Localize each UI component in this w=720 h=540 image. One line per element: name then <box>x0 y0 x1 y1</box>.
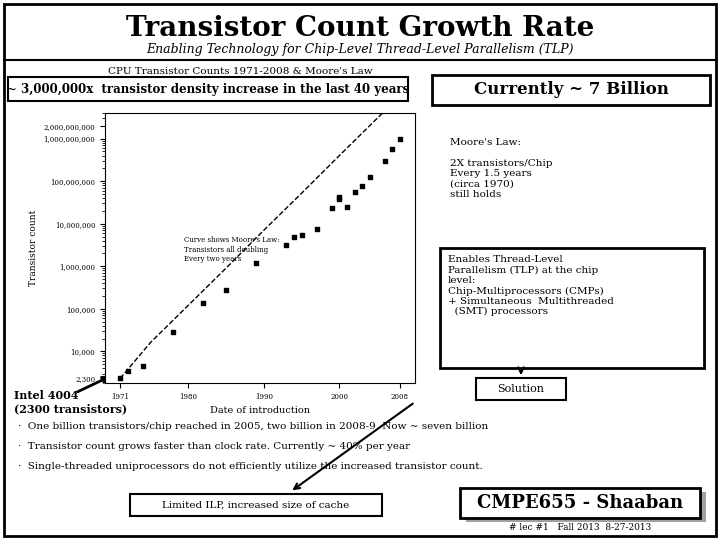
Text: CMPE655 - Shaaban: CMPE655 - Shaaban <box>477 494 683 512</box>
Point <box>220 286 232 294</box>
Point <box>364 173 375 181</box>
X-axis label: Date of introduction: Date of introduction <box>210 406 310 415</box>
Text: Curve shows Moore's Law:
Transistors all doubling
Every two years: Curve shows Moore's Law: Transistors all… <box>184 237 280 263</box>
Point <box>288 232 300 241</box>
Bar <box>8 77 408 101</box>
Point <box>296 231 307 239</box>
Text: Enables Thread-Level
Parallelism (TLP) at the chip
level:
Chip-Multiprocessors (: Enables Thread-Level Parallelism (TLP) a… <box>448 255 614 316</box>
Text: ~ 3,000,000x  transistor density increase in the last 40 years: ~ 3,000,000x transistor density increase… <box>7 83 409 96</box>
Point <box>122 367 133 375</box>
Point <box>326 203 338 212</box>
Point <box>341 202 353 211</box>
Text: ·  Transistor count grows faster than clock rate. Currently ~ 40% per year: · Transistor count grows faster than clo… <box>18 442 410 451</box>
Point <box>251 259 262 267</box>
Point <box>311 225 323 233</box>
Text: # lec #1   Fall 2013  8-27-2013: # lec #1 Fall 2013 8-27-2013 <box>509 523 651 532</box>
Point <box>356 181 368 190</box>
Bar <box>432 75 710 105</box>
Point <box>394 134 405 143</box>
Point <box>281 241 292 249</box>
Point <box>387 144 398 153</box>
Point <box>379 157 390 166</box>
Text: CPU Transistor Counts 1971-2008 & Moore's Law: CPU Transistor Counts 1971-2008 & Moore'… <box>108 68 372 77</box>
Text: Limited ILP, increased size of cache: Limited ILP, increased size of cache <box>163 501 350 510</box>
Bar <box>476 378 566 400</box>
Text: Moore's Law:

2X transistors/Chip
Every 1.5 years
(circa 1970)
still holds: Moore's Law: 2X transistors/Chip Every 1… <box>450 138 552 199</box>
Text: Currently ~ 7 Billion: Currently ~ 7 Billion <box>474 82 668 98</box>
Bar <box>130 494 382 516</box>
Bar <box>440 248 704 368</box>
Text: ·  One billion transistors/chip reached in 2005, two billion in 2008-9, Now ~ se: · One billion transistors/chip reached i… <box>18 422 488 431</box>
Point <box>348 188 360 197</box>
Point <box>333 193 345 201</box>
Y-axis label: Transistor count: Transistor count <box>29 210 38 286</box>
Text: ·  Single-threaded uniprocessors do not efficiently utilize the increased transi: · Single-threaded uniprocessors do not e… <box>18 462 482 471</box>
Text: Enabling Technology for Chip-Level Thread-Level Parallelism (TLP): Enabling Technology for Chip-Level Threa… <box>146 44 574 57</box>
Bar <box>460 488 700 518</box>
Bar <box>466 492 706 522</box>
Point <box>137 362 148 370</box>
Point <box>333 195 345 204</box>
Text: Intel 4004
(2300 transistors): Intel 4004 (2300 transistors) <box>14 390 127 414</box>
Text: Solution: Solution <box>498 384 544 394</box>
Point <box>114 374 126 383</box>
Text: Transistor Count Growth Rate: Transistor Count Growth Rate <box>126 15 594 42</box>
Point <box>197 299 209 308</box>
Point <box>167 327 179 336</box>
